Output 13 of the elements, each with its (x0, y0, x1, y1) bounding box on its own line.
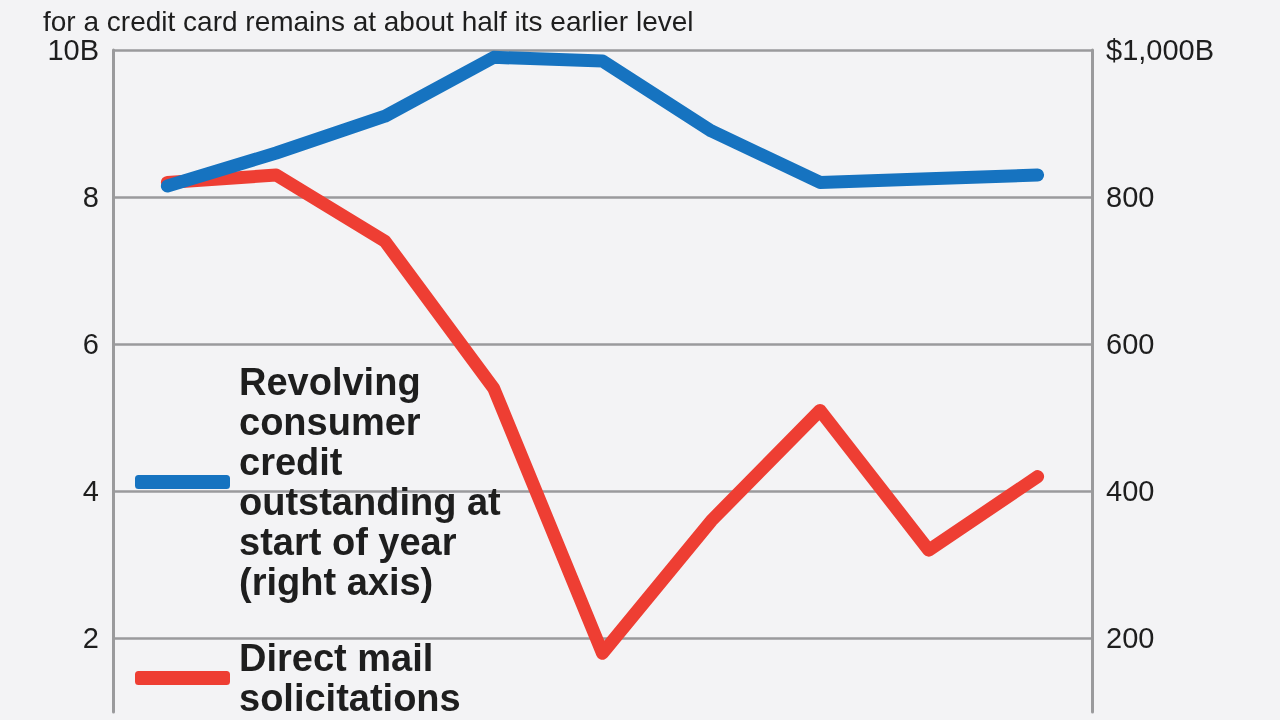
legend-label: Revolving consumer credit outstanding at start of year (right axis) (239, 361, 512, 603)
y-tick-label: 4 (82, 475, 99, 508)
legend-label: Direct mail solicitations (239, 637, 461, 719)
y-tick-label: 10B (47, 34, 99, 66)
y2-tick-label: 600 (1106, 328, 1155, 361)
y2-tick-label: $1,000B (1106, 34, 1215, 66)
chart-subtitle: for a credit card remains at about half its earlier level (43, 5, 694, 37)
y-tick-label: 2 (82, 622, 99, 655)
y2-tick-label: 800 (1106, 181, 1155, 214)
y2-tick-label: 200 (1106, 622, 1155, 655)
y2-tick-label: 400 (1106, 475, 1155, 508)
y-tick-label: 6 (82, 328, 99, 361)
y-tick-label: 8 (82, 181, 99, 214)
